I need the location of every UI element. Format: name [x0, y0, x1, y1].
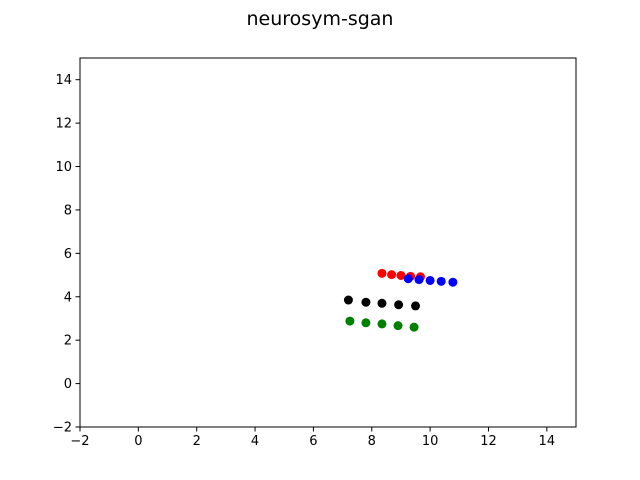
data-point	[377, 268, 387, 278]
data-point	[393, 321, 403, 331]
x-tick-label: 12	[480, 434, 497, 449]
chart-title: neurosym-sgan	[247, 8, 394, 30]
x-tick-label: 8	[368, 434, 376, 449]
scatter-points	[343, 268, 458, 332]
x-tick-label: 4	[251, 434, 259, 449]
plot-area	[80, 58, 576, 427]
y-tick-label: 8	[64, 203, 72, 218]
data-point	[343, 295, 353, 305]
y-tick-label: 2	[64, 334, 72, 349]
data-point	[414, 275, 424, 285]
x-tick-label: 6	[309, 434, 317, 449]
data-point	[448, 277, 458, 287]
series-3	[343, 295, 421, 311]
y-tick-label: 4	[64, 290, 72, 305]
data-point	[377, 319, 387, 329]
x-tick-label: 14	[539, 434, 556, 449]
data-point	[425, 275, 435, 285]
data-point	[403, 274, 413, 284]
data-point	[394, 300, 404, 310]
data-point	[396, 270, 406, 280]
y-axis: −2 0 2 4 6 8 10 12 14	[53, 73, 80, 436]
y-tick-label: 12	[55, 117, 72, 132]
data-point	[361, 318, 371, 328]
x-axis: −2 0 2 4 6 8 10 12 14	[70, 427, 555, 449]
x-tick-label: 0	[134, 434, 142, 449]
y-tick-label: 0	[64, 377, 72, 392]
y-tick-label: 14	[55, 73, 72, 88]
data-point	[377, 298, 387, 308]
x-tick-label: 10	[422, 434, 439, 449]
data-point	[411, 301, 421, 311]
x-tick-label: 2	[193, 434, 201, 449]
y-tick-label: 10	[55, 160, 72, 175]
data-point	[387, 270, 397, 280]
y-tick-label: −2	[53, 421, 72, 436]
data-point	[345, 316, 355, 326]
data-point	[436, 276, 446, 286]
y-tick-label: 6	[64, 247, 72, 262]
series-2	[403, 274, 458, 287]
data-point	[409, 322, 419, 332]
data-point	[361, 297, 371, 307]
x-tick-label: −2	[70, 434, 89, 449]
plot-frame	[79, 57, 577, 428]
series-4	[345, 316, 419, 332]
